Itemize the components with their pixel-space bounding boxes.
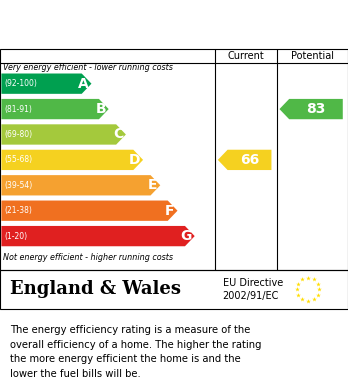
Text: (92-100): (92-100) (4, 79, 37, 88)
Polygon shape (1, 226, 195, 246)
Text: The energy efficiency rating is a measure of the
overall efficiency of a home. T: The energy efficiency rating is a measur… (10, 325, 262, 378)
Polygon shape (279, 99, 343, 119)
Text: C: C (113, 127, 123, 142)
Text: Potential: Potential (291, 51, 334, 61)
Text: D: D (129, 153, 140, 167)
Polygon shape (218, 150, 271, 170)
Polygon shape (1, 124, 126, 145)
Text: (55-68): (55-68) (4, 155, 32, 164)
Text: 83: 83 (306, 102, 326, 116)
Text: Energy Efficiency Rating: Energy Efficiency Rating (10, 18, 239, 36)
Text: E: E (148, 178, 158, 192)
Text: G: G (181, 229, 192, 243)
Polygon shape (1, 74, 92, 94)
Text: A: A (78, 77, 89, 91)
Polygon shape (1, 201, 177, 221)
Text: B: B (95, 102, 106, 116)
Text: (69-80): (69-80) (4, 130, 32, 139)
Text: England & Wales: England & Wales (10, 280, 181, 298)
Text: Very energy efficient - lower running costs: Very energy efficient - lower running co… (3, 63, 173, 72)
Text: Not energy efficient - higher running costs: Not energy efficient - higher running co… (3, 253, 174, 262)
Text: 66: 66 (240, 153, 259, 167)
Text: F: F (165, 204, 175, 218)
Text: (81-91): (81-91) (4, 104, 32, 113)
Polygon shape (1, 99, 109, 119)
Text: Current: Current (228, 51, 264, 61)
Text: EU Directive
2002/91/EC: EU Directive 2002/91/EC (223, 278, 283, 301)
Text: (21-38): (21-38) (4, 206, 32, 215)
Polygon shape (1, 175, 160, 196)
Text: (1-20): (1-20) (4, 231, 27, 240)
Text: (39-54): (39-54) (4, 181, 32, 190)
Polygon shape (1, 150, 143, 170)
